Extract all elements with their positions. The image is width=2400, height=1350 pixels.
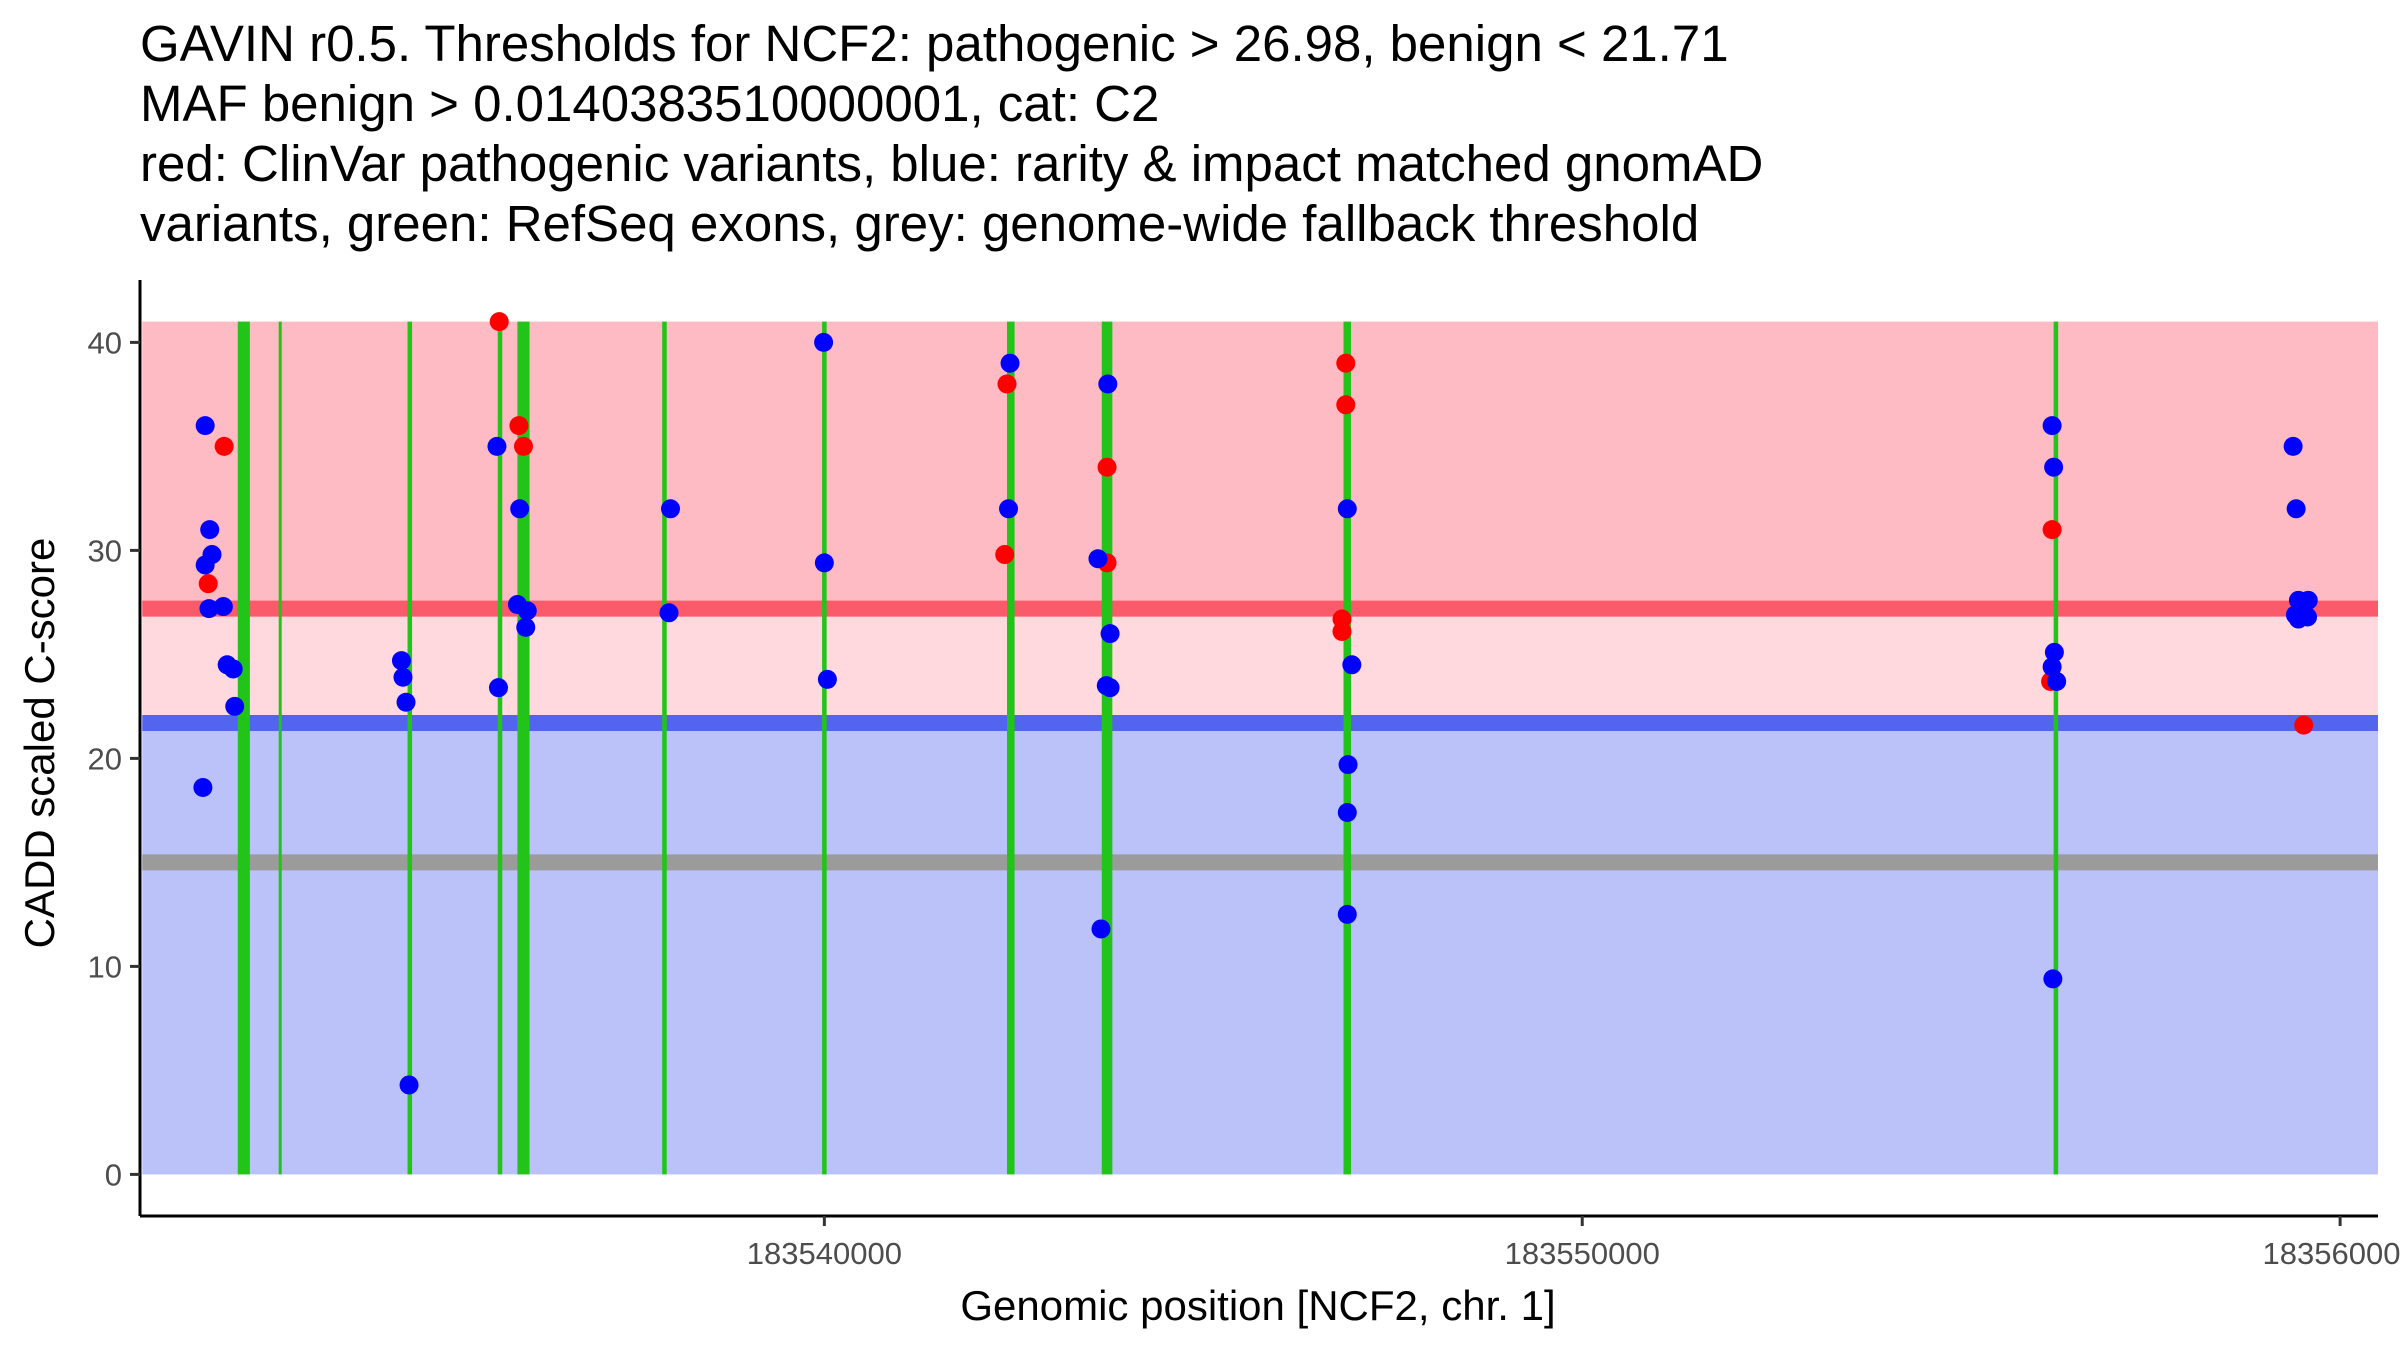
chart-title: GAVIN r0.5. Thresholds for NCF2: pathoge… <box>140 14 1763 254</box>
gnomad-point <box>814 553 834 573</box>
gnomad-point <box>195 416 215 436</box>
gnomad-point <box>2044 642 2064 662</box>
clinvar-point <box>997 374 1017 394</box>
gnomad-point <box>488 678 508 698</box>
exon-bar <box>237 321 250 1175</box>
exon-bar <box>278 321 282 1175</box>
gnomad-point <box>213 597 233 617</box>
gnomad-point <box>199 599 219 619</box>
gnomad-point <box>391 651 411 671</box>
benign-region <box>142 722 2378 1175</box>
gnomad-point <box>396 692 416 712</box>
exon-bar <box>822 321 827 1175</box>
clinvar-point <box>489 312 509 332</box>
gnomad-point <box>399 1075 419 1095</box>
gnomad-point <box>193 778 213 798</box>
gnomad-point <box>2043 969 2063 989</box>
clinvar-point <box>509 416 529 436</box>
clinvar-point <box>1336 353 1356 373</box>
gnomad-point <box>487 436 507 456</box>
y-tick-label: 10 <box>88 949 122 984</box>
gnomad-point <box>2047 671 2067 691</box>
clinvar-point <box>1336 395 1356 415</box>
gnomad-point <box>200 520 220 540</box>
x-axis-label: Genomic position [NCF2, chr. 1] <box>960 1282 1555 1329</box>
axes <box>138 280 2378 1218</box>
gnomad-point <box>1098 374 1118 394</box>
chart-title-line-2: MAF benign > 0.0140383510000001, cat: C2 <box>140 75 1160 132</box>
gnomad-point <box>2042 416 2062 436</box>
gnomad-point <box>1100 624 1120 644</box>
exon-bar <box>1343 321 1352 1175</box>
gnomad-point <box>517 601 537 621</box>
y-axis-label: CADD scaled C-score <box>16 538 63 949</box>
gnomad-point <box>1337 904 1357 924</box>
pathogenic-region <box>142 321 2378 614</box>
exon-bar <box>517 321 530 1175</box>
gnomad-point <box>1100 678 1120 698</box>
gnomad-point <box>195 555 215 575</box>
gnomad-point <box>1338 755 1358 775</box>
gnomad-point <box>2298 590 2318 610</box>
y-tick-label: 0 <box>105 1157 122 1192</box>
gnomad-point <box>223 659 243 679</box>
clinvar-point <box>513 436 533 456</box>
gnomad-point <box>2283 436 2303 456</box>
gnomad-point <box>510 499 530 519</box>
x-tick-label: 183540000 <box>747 1236 902 1271</box>
clinvar-point <box>1332 622 1352 642</box>
gnomad-point <box>1000 353 1020 373</box>
clinvar-point <box>2294 715 2314 735</box>
axis-ticks: 0 10 20 30 40 183540000 183550000 183560000 <box>88 325 2400 1271</box>
exon-bar <box>1101 321 1113 1175</box>
gnomad-point <box>2042 657 2062 677</box>
gnomad-point <box>516 617 536 637</box>
gnomad-point <box>2298 607 2318 627</box>
gnomad-point <box>659 603 679 623</box>
y-tick-label: 20 <box>88 741 122 776</box>
chart-title-line-4: variants, green: RefSeq exons, grey: gen… <box>140 195 1700 252</box>
gnomad-point <box>814 332 834 352</box>
chart-title-line-3: red: ClinVar pathogenic variants, blue: … <box>140 135 1764 192</box>
clinvar-point <box>198 574 218 594</box>
exon-bar <box>2053 321 2059 1175</box>
threshold-regions <box>142 321 2378 1175</box>
clinvar-point <box>2042 520 2062 540</box>
gnomad-point <box>1088 549 1108 569</box>
gnomad-point <box>1337 499 1357 519</box>
gnomad-point <box>999 499 1019 519</box>
exon-bar <box>407 321 413 1175</box>
gnomad-point <box>2286 499 2306 519</box>
x-tick-label: 183550000 <box>1505 1236 1660 1271</box>
gnomad-point <box>2044 457 2064 477</box>
clinvar-point <box>1097 457 1117 477</box>
refseq-exons <box>237 321 2059 1175</box>
gnomad-point <box>817 669 837 689</box>
exon-bar <box>1007 321 1015 1175</box>
clinvar-point <box>995 545 1015 565</box>
gnomad-point <box>393 667 413 687</box>
gnomad-point <box>661 499 681 519</box>
intermediate-region <box>142 613 2378 723</box>
gnomad-point <box>1337 802 1357 822</box>
gnomad-point <box>1091 919 1111 939</box>
exon-bar <box>497 321 503 1175</box>
variant-points <box>193 312 2318 1095</box>
y-tick-label: 30 <box>88 533 122 568</box>
gnomad-point <box>225 696 245 716</box>
y-tick-label: 40 <box>88 325 122 360</box>
clinvar-point <box>214 436 234 456</box>
exon-bar <box>662 321 667 1175</box>
gnomad-point <box>1342 655 1362 675</box>
x-tick-label: 183560000 <box>2263 1236 2400 1271</box>
chart-title-line-1: GAVIN r0.5. Thresholds for NCF2: pathoge… <box>140 15 1729 72</box>
